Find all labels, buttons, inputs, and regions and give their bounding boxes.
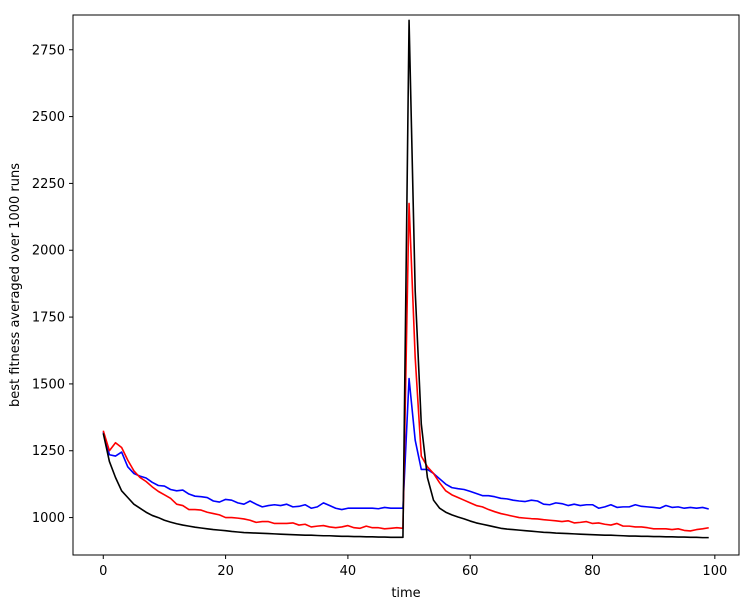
series-line-2 <box>102 19 709 539</box>
x-tick-label: 100 <box>702 564 727 579</box>
x-axis: 0 20 40 60 80 100 <box>99 555 727 579</box>
y-axis: 1000 1250 1500 1750 2000 2250 2500 2750 <box>32 43 73 526</box>
y-tick-label: 2500 <box>32 110 65 125</box>
x-tick-label: 40 <box>340 564 357 579</box>
x-tick-label: 20 <box>217 564 234 579</box>
series-line-0 <box>102 377 709 511</box>
series-line-1 <box>102 202 709 532</box>
y-tick-label: 2750 <box>32 43 65 58</box>
series-layer <box>102 19 709 539</box>
x-tick-label: 60 <box>462 564 479 579</box>
y-axis-label: best fitness averaged over 1000 runs <box>8 163 23 407</box>
x-tick-label: 0 <box>99 564 107 579</box>
x-axis-label: time <box>391 586 420 601</box>
y-tick-label: 1000 <box>32 511 65 526</box>
plot-frame <box>72 14 740 556</box>
y-tick-label: 2000 <box>32 244 65 259</box>
y-tick-label: 1250 <box>32 444 65 459</box>
x-tick-label: 80 <box>584 564 601 579</box>
y-tick-label: 2250 <box>32 177 65 192</box>
y-tick-label: 1750 <box>32 311 65 326</box>
y-tick-label: 1500 <box>32 377 65 392</box>
